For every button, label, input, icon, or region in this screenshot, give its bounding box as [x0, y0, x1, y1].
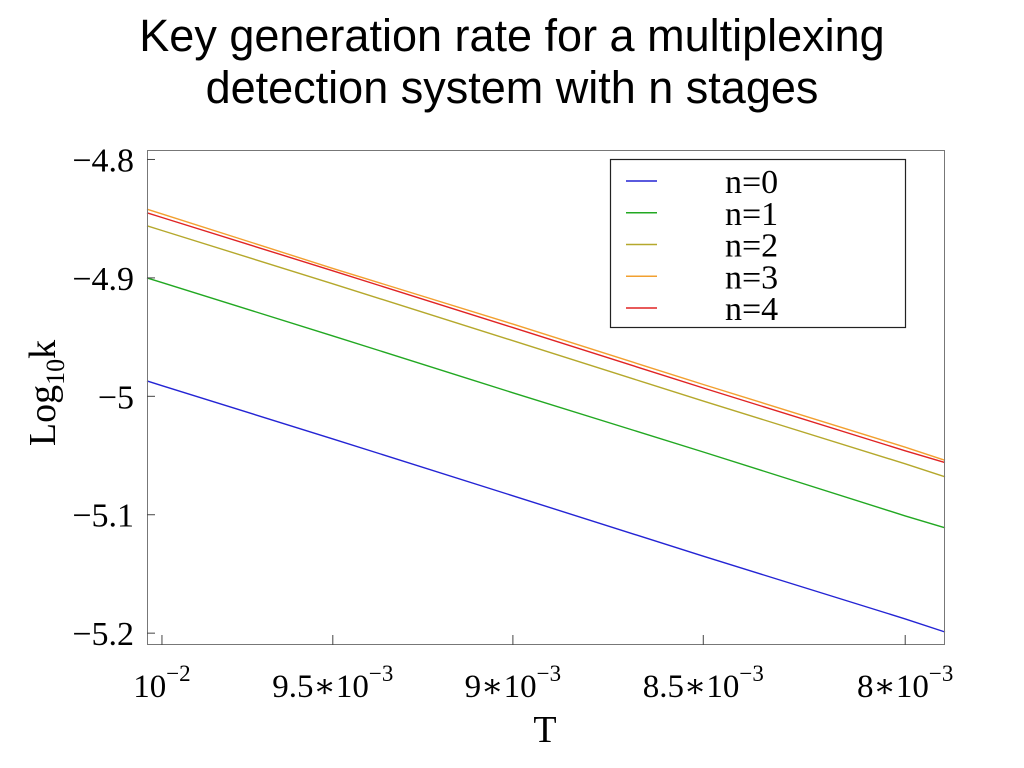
x-tick-label: 8∗10−3 — [857, 661, 953, 705]
legend-label: n=1 — [725, 196, 778, 233]
y-tick-label: −4.8 — [72, 142, 134, 179]
x-tick-label-base: 10 — [133, 669, 166, 705]
series-lines — [146, 208, 946, 633]
y-tick-label: −5.1 — [72, 498, 134, 535]
x-tick-label-exponent: −3 — [929, 661, 953, 686]
plot-frame — [147, 150, 945, 645]
y-axis-ticks: −4.8 −4.9 −5 −5.1 −5.2 — [72, 142, 155, 653]
legend-box — [609, 158, 907, 329]
legend-label: n=0 — [725, 164, 778, 201]
y-tick-label: −5 — [98, 379, 134, 416]
x-tick-label: 9.5∗10−3 — [272, 661, 393, 705]
x-tick-label-exponent: −3 — [537, 661, 561, 686]
x-tick-label-base: 9∗10 — [465, 669, 537, 705]
chart-title: Key generation rate for a multiplexing d… — [139, 10, 885, 113]
legend-entry: n=4 — [626, 291, 778, 328]
x-tick-label-base: 8.5∗10 — [643, 669, 740, 705]
legend-entry: n=3 — [626, 259, 778, 296]
legend-entry: n=2 — [626, 228, 778, 265]
legend-entry: n=0 — [626, 164, 778, 201]
x-tick-label: 10−2 — [133, 661, 190, 705]
series-line-n2 — [146, 225, 946, 478]
x-axis-ticks: 10−2 9.5∗10−3 9∗10−3 8.5∗10−3 8∗10−3 — [133, 635, 953, 705]
legend: n=0n=1n=2n=3n=4 — [609, 158, 907, 329]
chart-title-block: Key generation rate for a multiplexing d… — [0, 10, 1024, 114]
series-line-n0 — [146, 380, 946, 633]
x-tick-label-exponent: −3 — [369, 661, 393, 686]
legend-label: n=2 — [725, 228, 778, 265]
y-axis-label-suffix: k — [22, 340, 64, 359]
x-tick-label: 8.5∗10−3 — [643, 661, 764, 705]
y-tick-label: −4.9 — [72, 261, 134, 298]
legend-entry: n=1 — [626, 196, 778, 233]
y-axis-label: Log10k — [22, 340, 70, 446]
y-tick-label: −5.2 — [72, 616, 134, 653]
x-tick-label: 9∗10−3 — [465, 661, 561, 705]
x-tick-label-exponent: −3 — [739, 661, 763, 686]
legend-label: n=3 — [725, 259, 778, 296]
y-axis-label-subscript: 10 — [41, 359, 70, 385]
x-tick-label-exponent: −2 — [166, 661, 190, 686]
series-line-n3 — [146, 208, 946, 461]
legend-label: n=4 — [725, 291, 778, 328]
x-axis-label: T — [533, 709, 556, 751]
series-line-n1 — [146, 277, 946, 529]
series-line-n4 — [146, 212, 946, 464]
y-axis-label-main: Log — [22, 385, 64, 446]
x-tick-label-base: 8∗10 — [857, 669, 929, 705]
x-tick-label-base: 9.5∗10 — [272, 669, 369, 705]
